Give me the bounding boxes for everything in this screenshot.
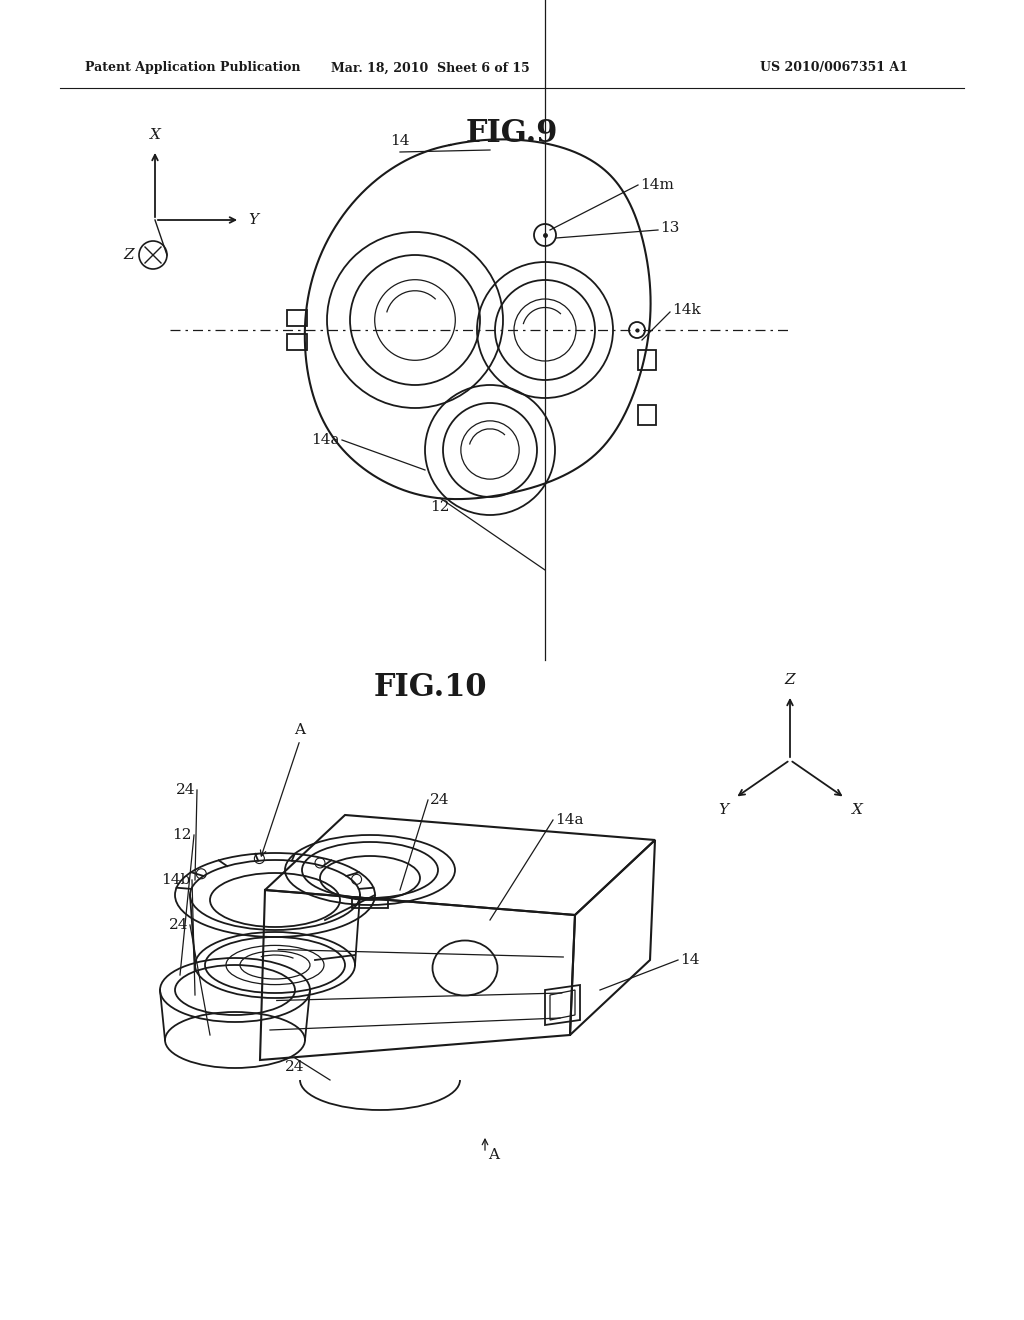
Text: 14: 14: [680, 953, 699, 968]
Text: 14a: 14a: [555, 813, 584, 828]
Text: 13: 13: [660, 220, 679, 235]
Text: A: A: [295, 723, 305, 737]
Text: 12: 12: [172, 828, 193, 842]
Text: Y: Y: [248, 213, 258, 227]
Text: 14m: 14m: [640, 178, 674, 191]
Text: Z: Z: [784, 673, 796, 686]
Text: FIG.10: FIG.10: [374, 672, 486, 704]
Text: 14b: 14b: [161, 873, 190, 887]
Text: Z: Z: [123, 248, 134, 261]
Text: Mar. 18, 2010  Sheet 6 of 15: Mar. 18, 2010 Sheet 6 of 15: [331, 62, 529, 74]
Text: FIG.9: FIG.9: [466, 117, 558, 149]
Text: 14k: 14k: [672, 304, 700, 317]
Text: Y: Y: [718, 803, 728, 817]
Text: X: X: [150, 128, 161, 143]
Text: 24: 24: [430, 793, 450, 807]
Text: US 2010/0067351 A1: US 2010/0067351 A1: [760, 62, 908, 74]
Text: A: A: [488, 1148, 499, 1162]
Text: 24: 24: [175, 783, 195, 797]
Text: 12: 12: [430, 500, 450, 513]
Text: Patent Application Publication: Patent Application Publication: [85, 62, 300, 74]
Text: 14a: 14a: [311, 433, 340, 447]
Text: 14: 14: [390, 135, 410, 148]
Text: X: X: [852, 803, 863, 817]
Text: 24: 24: [169, 917, 188, 932]
Text: 24: 24: [286, 1060, 305, 1074]
